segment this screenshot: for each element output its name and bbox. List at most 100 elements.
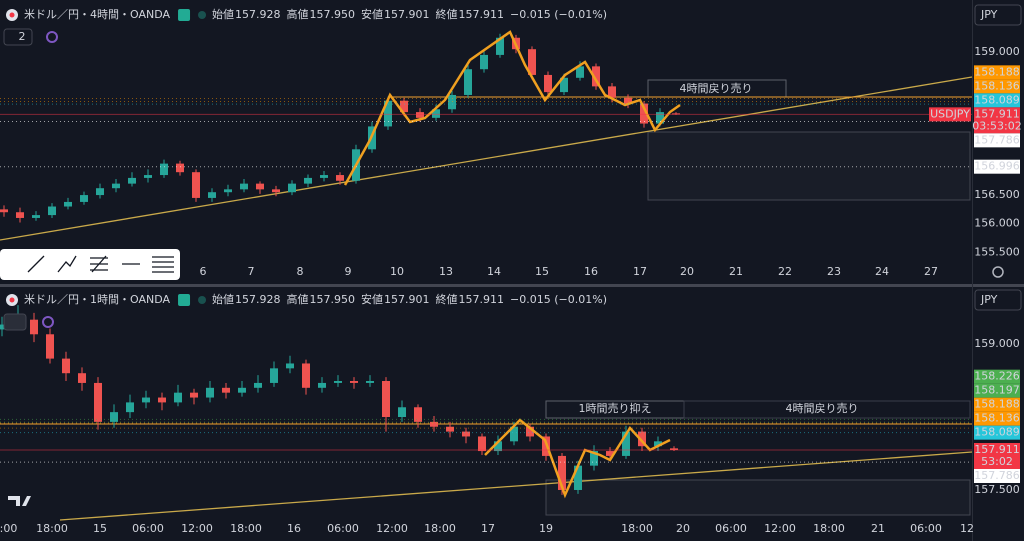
price-tag (974, 425, 1020, 440)
price-tag-label: 158.136 (974, 412, 1020, 425)
ohlc-value: 157.901 (384, 293, 430, 306)
currency-button[interactable] (974, 4, 1022, 26)
candle-body (110, 412, 118, 422)
candle-body (224, 189, 232, 193)
price-tag (974, 93, 1020, 108)
tool-icon[interactable] (57, 255, 77, 273)
y-tick-label: 155.500 (974, 245, 1020, 258)
candle-body (302, 363, 310, 388)
market-status (198, 11, 207, 19)
y-tick-label: 156.500 (974, 188, 1020, 201)
x-tick-label: 06:00 (327, 522, 359, 535)
tradingview-logo (8, 496, 31, 506)
candle-body (0, 209, 8, 213)
annotation: 1時間売り抑え (579, 401, 652, 415)
ohlc-label: 終値 (436, 7, 458, 21)
x-tick-label: 2:00 (0, 522, 17, 535)
candle-body (78, 373, 86, 383)
candle-body (192, 172, 200, 198)
x-tick-label: 17 (633, 265, 647, 278)
countdown: 53:02 (981, 455, 1013, 468)
price-tag (974, 468, 1020, 483)
candle-body (384, 100, 392, 127)
y-tick-label: 159.000 (974, 45, 1020, 58)
candle-body (238, 387, 246, 393)
candle-body (222, 387, 230, 393)
price-tag (974, 411, 1020, 426)
currency-label: JPY (980, 8, 998, 21)
change-value: −0.015 (−0.01%) (510, 8, 607, 21)
candle-body (510, 426, 518, 442)
x-tick-label: 21 (729, 265, 743, 278)
candle-body (304, 177, 312, 184)
tool-icon[interactable] (27, 255, 45, 273)
trend-line (59, 451, 973, 521)
x-tick-label: 06:00 (715, 522, 747, 535)
candle-body (638, 431, 646, 447)
candle-body (416, 112, 424, 118)
candle-body (574, 465, 582, 490)
x-tick-label: 19 (539, 522, 553, 535)
indicator-toggle[interactable] (3, 313, 27, 331)
x-tick-label: 15 (535, 265, 549, 278)
price-tag (974, 397, 1020, 412)
candle-body (334, 380, 342, 383)
x-tick-label: 22 (778, 265, 792, 278)
price-tag-label: 157.911 (974, 443, 1020, 456)
ohlc-label: 高値 (287, 292, 309, 306)
status-icon (178, 294, 191, 306)
candle-body (430, 421, 438, 427)
annotation: 4時間戻り売り (680, 82, 753, 95)
candle-body (478, 436, 486, 452)
candle-body (206, 387, 214, 398)
candle-body (446, 426, 454, 432)
x-tick-label: 9 (345, 265, 352, 278)
candle-body (48, 206, 56, 216)
flag-icon-dot (9, 12, 15, 18)
tool-icon[interactable] (152, 256, 174, 273)
annotation-box (683, 400, 971, 419)
x-tick-label: 12 (960, 522, 974, 535)
ohlc-value: 157.911 (459, 293, 505, 306)
price-tag-label: 157.786 (974, 469, 1020, 482)
price-tag-label: 158.136 (974, 79, 1020, 92)
candle-body (270, 368, 278, 383)
candle-body (286, 363, 294, 369)
x-tick-label: 18:00 (813, 522, 845, 535)
candle-body (496, 37, 504, 55)
x-tick-label: 06:00 (132, 522, 164, 535)
y-tick-label: 157.500 (974, 483, 1020, 496)
x-tick-label: 18:00 (621, 522, 653, 535)
drawing-toolbar[interactable] (0, 249, 180, 280)
indicator-icon (42, 316, 54, 328)
candle-body (16, 212, 24, 218)
price-tag-label: 158.089 (974, 93, 1020, 106)
countdown: 03:53:02 (972, 119, 1021, 132)
candle-body (528, 49, 536, 75)
price-tag-label: 157.786 (974, 133, 1020, 146)
ohlc-value: 157.928 (235, 293, 281, 306)
price-tag-label: 157.911 (974, 107, 1020, 120)
candle-body (64, 201, 72, 207)
candle-body (656, 112, 664, 124)
indicator-count: 2 (19, 30, 26, 43)
price-tag (974, 65, 1020, 80)
x-tick-label: 21 (871, 522, 885, 535)
tool-icon[interactable] (90, 255, 108, 273)
candle-body (272, 189, 280, 193)
ohlc-value: 157.950 (310, 293, 356, 306)
settings-icon[interactable] (992, 266, 1004, 278)
change-value: −0.015 (−0.01%) (510, 293, 607, 306)
trend-line (0, 76, 973, 241)
candle-body (622, 431, 630, 456)
indicator-toggle[interactable] (3, 28, 33, 46)
candle-body (558, 455, 566, 490)
candle-body (590, 451, 598, 466)
candle-body (480, 54, 488, 70)
candle-body (288, 183, 296, 193)
price-tag (974, 79, 1020, 94)
currency-label: JPY (980, 293, 998, 306)
currency-button[interactable] (974, 289, 1022, 311)
candle-body (350, 380, 358, 383)
